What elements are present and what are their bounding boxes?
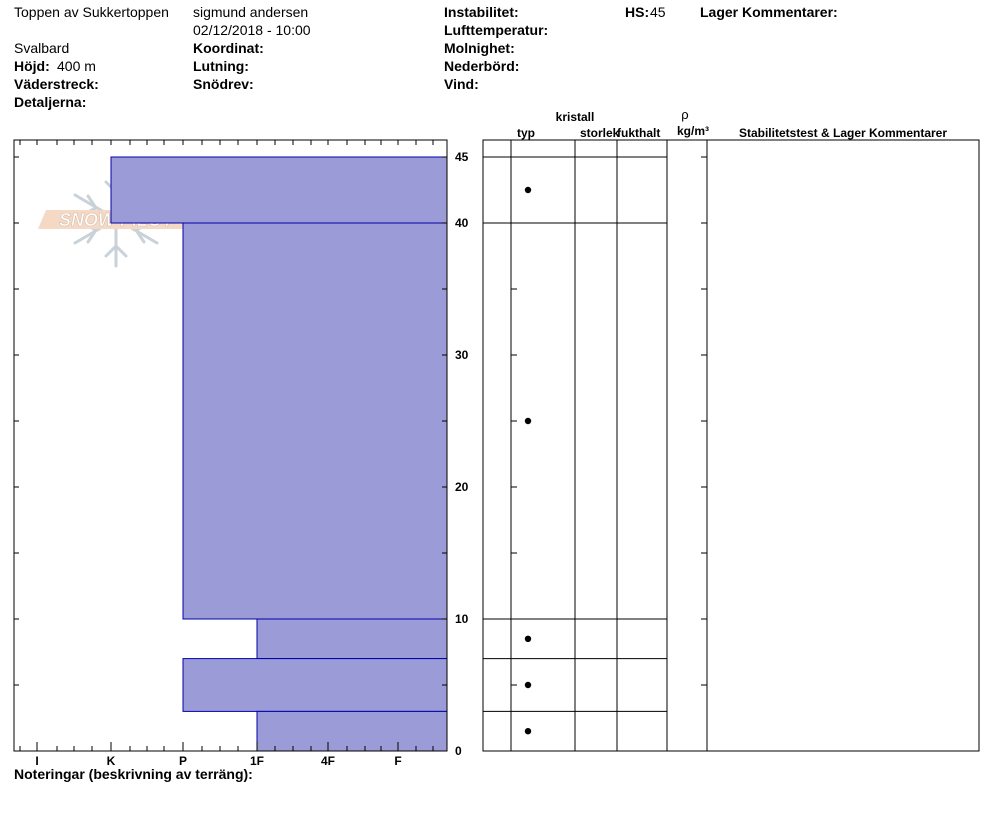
location-name: Toppen av Sukkertoppen: [14, 4, 169, 20]
coordinate-label: Koordinat:: [193, 40, 264, 56]
sky-label: Molnighet:: [444, 40, 515, 56]
crystal-group-header: kristall: [556, 110, 595, 124]
terrain-notes-label: Noteringar (beskrivning av terräng):: [14, 766, 253, 782]
details-label: Detaljerna:: [14, 94, 87, 110]
layer-bar-0: [110, 156, 448, 224]
grain-type-marker-3: [524, 681, 532, 689]
y-tick-label-0: 0: [455, 744, 462, 758]
aspect-label: Väderstreck:: [14, 76, 99, 92]
hs-label: HS:: [625, 4, 650, 20]
x-tick-label-K: K: [107, 754, 116, 768]
y-tick-label-40: 40: [455, 216, 469, 230]
region-name: Svalbard: [14, 40, 70, 56]
x-tick-label-4F: 4F: [321, 754, 335, 768]
wind-label: Vind:: [444, 76, 479, 92]
type-column-header: typ: [517, 126, 535, 140]
plot-frame: [13, 139, 448, 752]
layer-bar-1: [182, 222, 448, 620]
precip-label: Nederbörd:: [444, 58, 520, 74]
layer-bar-4: [256, 710, 448, 752]
rho-symbol: ρ: [681, 107, 688, 122]
grain-type-marker-0: [524, 186, 532, 194]
layer-comments-label: Lager Kommentarer:: [700, 4, 838, 20]
elevation-value: 400 m: [57, 58, 96, 74]
hs-value: 45: [650, 4, 666, 20]
size-column-header: storlek: [580, 126, 620, 140]
slope-label: Lutning:: [193, 58, 249, 74]
y-tick-label-30: 30: [455, 348, 469, 362]
x-tick-label-I: I: [35, 754, 38, 768]
y-tick-label-20: 20: [455, 480, 469, 494]
x-tick-label-1F: 1F: [250, 754, 264, 768]
instability-label: Instabilitet:: [444, 4, 519, 20]
grain-type-marker-2: [524, 635, 532, 642]
observer-name: sigmund andersen: [193, 4, 309, 20]
y-tick-label-10: 10: [455, 612, 469, 626]
density-unit-header: kg/m³: [677, 124, 709, 138]
layer-table-frame: [482, 139, 980, 752]
layer-bar-3: [182, 658, 448, 712]
wind-loading-label: Snödrev:: [193, 76, 254, 92]
moisture-column-header: fukthalt: [617, 126, 660, 140]
observation-datetime: 02/12/2018 - 10:00: [193, 22, 311, 38]
grain-type-marker-4: [524, 728, 532, 735]
x-tick-label-P: P: [179, 754, 187, 768]
grain-type-marker-1: [524, 417, 532, 425]
elevation-label: Höjd:: [14, 58, 50, 74]
layer-bar-2: [256, 618, 448, 660]
air-temp-label: Lufttemperatur:: [444, 22, 549, 38]
stability-column-header: Stabilitetstest & Lager Kommentarer: [739, 126, 947, 140]
y-tick-label-45: 45: [455, 150, 469, 164]
x-tick-label-F: F: [394, 754, 401, 768]
